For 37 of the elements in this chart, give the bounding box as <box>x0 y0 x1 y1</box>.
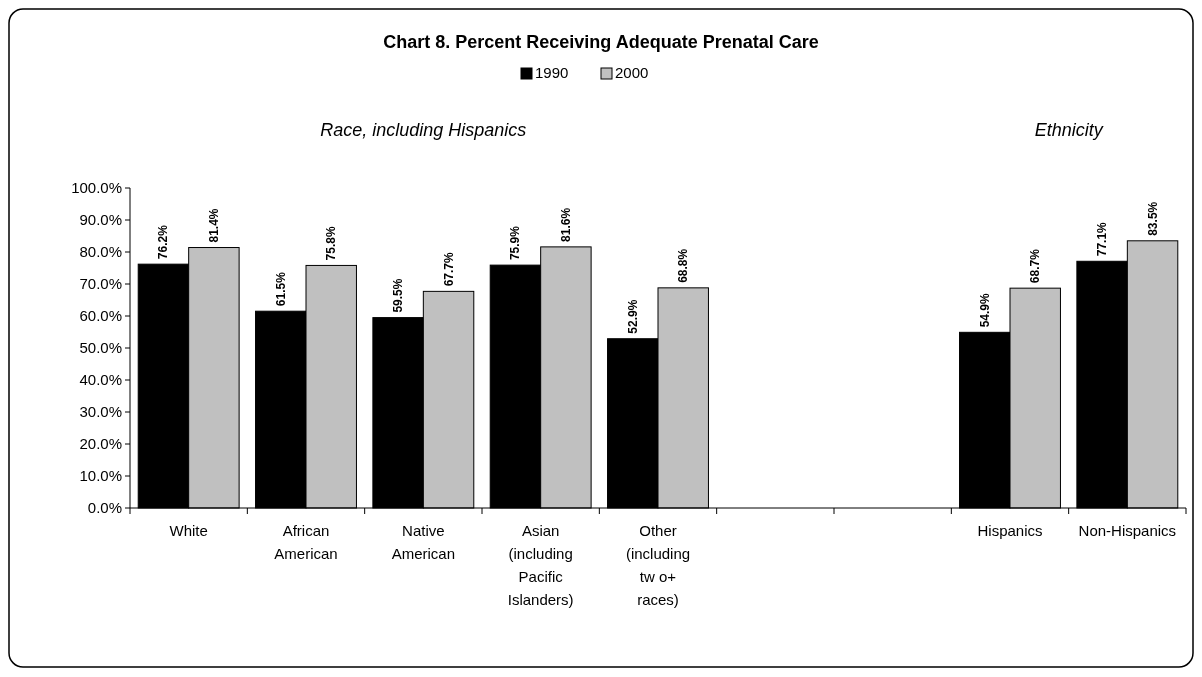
legend-label: 1990 <box>535 64 569 81</box>
y-tick-label: 10.0% <box>79 467 122 484</box>
data-label: 81.6% <box>558 207 573 242</box>
chart-title: Chart 8. Percent Receiving Adequate Prenatal Care <box>383 32 819 52</box>
data-label: 75.8% <box>324 226 339 261</box>
y-tick-label: 100.0% <box>71 179 122 196</box>
y-tick-label: 20.0% <box>79 435 122 452</box>
data-label: 76.2% <box>156 224 171 260</box>
x-tick-label: Asian (including Pacific Islanders) <box>507 522 574 608</box>
y-tick-label: 80.0% <box>79 243 122 260</box>
y-tick-label: 30.0% <box>79 403 122 420</box>
y-tick-label: 0.0% <box>87 499 122 516</box>
data-label: 61.5% <box>273 271 288 307</box>
text: Race, including Hispanics <box>320 120 527 140</box>
data-label: 77.1% <box>1095 221 1110 257</box>
y-tick-label: 40.0% <box>79 371 122 388</box>
legend-label: 2000 <box>615 64 649 81</box>
text: Ethnicity <box>1034 120 1104 140</box>
y-tick-label: 90.0% <box>79 211 122 228</box>
x-tick-label: African American <box>274 522 338 562</box>
y-tick-label: 70.0% <box>79 275 122 292</box>
data-label: 75.9% <box>508 225 523 261</box>
x-tick-label: White <box>169 522 208 539</box>
data-label: 59.5% <box>391 278 406 313</box>
x-tick-label: Non-Hispanics <box>1078 522 1177 539</box>
data-label: 67.7% <box>441 252 456 287</box>
y-tick-label: 60.0% <box>79 307 122 324</box>
data-label: 68.8% <box>676 248 691 283</box>
data-label: 54.9% <box>977 292 992 328</box>
data-label: 68.7% <box>1028 248 1043 284</box>
x-tick-label: Hispanics <box>977 522 1043 539</box>
x-tick-label: Other (including tw o+ races) <box>625 522 691 608</box>
y-tick-label: 50.0% <box>79 339 122 356</box>
data-label: 83.5% <box>1145 201 1160 236</box>
x-tick-label: Native American <box>391 522 456 562</box>
data-label: 52.9% <box>625 299 640 334</box>
data-label: 81.4% <box>206 208 221 243</box>
